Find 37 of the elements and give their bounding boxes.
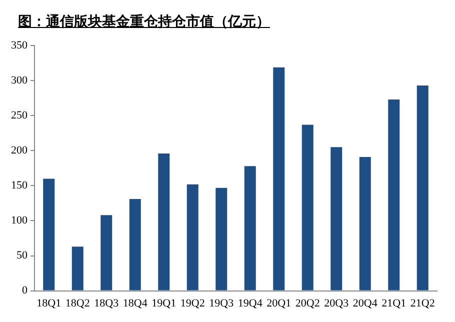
- bar: [302, 124, 314, 290]
- x-tick-label: 18Q4: [122, 297, 148, 310]
- x-tick-label: 20Q2: [295, 297, 320, 310]
- x-tick-label: 18Q1: [36, 297, 62, 310]
- y-tick-label: 350: [11, 39, 28, 52]
- bar: [359, 156, 371, 290]
- bar: [43, 178, 55, 290]
- bar: [244, 166, 256, 290]
- x-tick-label: 19Q4: [238, 297, 263, 310]
- chart-title: 图：通信版块基金重仓持仓市值（亿元）: [17, 12, 271, 32]
- x-tick-label: 20Q1: [266, 297, 292, 310]
- x-tick-label: 20Q3: [324, 297, 350, 310]
- x-tick-label: 18Q2: [65, 297, 90, 310]
- bar: [158, 153, 170, 290]
- x-tick-label: 19Q1: [152, 297, 176, 310]
- x-tick-label: 21Q1: [382, 297, 406, 310]
- bar: [100, 215, 112, 290]
- y-tick-label: 50: [16, 250, 28, 262]
- bar: [216, 188, 228, 290]
- bar: [330, 147, 342, 290]
- bar: [388, 100, 400, 290]
- bar: [129, 199, 141, 290]
- x-tick-label: 21Q2: [410, 297, 435, 310]
- y-tick-label: 250: [11, 110, 28, 122]
- y-tick-label: 150: [11, 180, 28, 192]
- bar: [72, 246, 84, 290]
- y-tick-label: 300: [11, 74, 28, 87]
- y-tick-label: 100: [11, 214, 28, 227]
- bar: [416, 86, 428, 290]
- y-tick-label: 0: [22, 284, 28, 297]
- bar: [273, 67, 285, 290]
- x-tick-label: 20Q4: [352, 297, 378, 310]
- x-tick-label: 18Q3: [94, 297, 120, 310]
- x-tick-label: 19Q2: [180, 297, 205, 310]
- x-tick-label: 19Q3: [209, 297, 234, 310]
- y-tick-label: 200: [11, 144, 28, 157]
- bar: [186, 184, 198, 290]
